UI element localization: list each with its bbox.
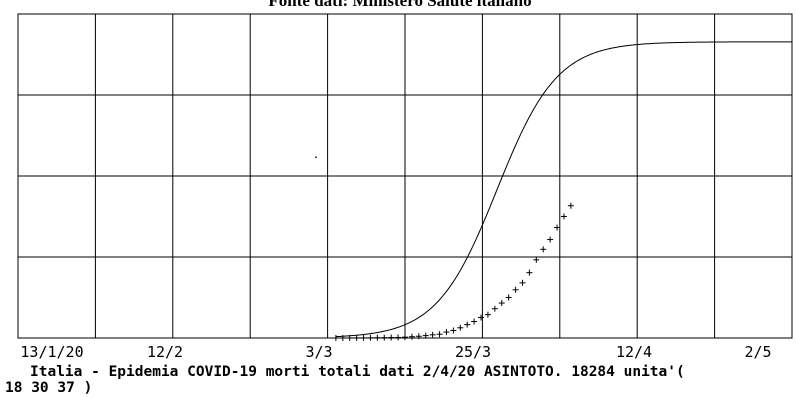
model-curve-layer <box>335 41 792 338</box>
x-tick-label: 3/3 <box>305 343 332 361</box>
observed-point <box>491 305 498 312</box>
model-curve-line <box>335 41 792 338</box>
x-tick-label: 12/2 <box>147 343 183 361</box>
observed-point <box>360 334 367 341</box>
observed-point <box>374 334 381 341</box>
observed-point <box>402 334 408 341</box>
x-tick-labels: 13/1/20 12/2 3/3 25/3 12/4 2/5 <box>20 343 771 361</box>
observed-point <box>547 236 554 243</box>
observed-point <box>415 333 422 340</box>
observed-point <box>436 331 443 338</box>
x-tick-label: 12/4 <box>616 343 652 361</box>
observed-point <box>339 334 346 341</box>
observed-point <box>388 334 395 341</box>
observed-point <box>505 294 512 301</box>
x-tick-label: 2/5 <box>744 343 771 361</box>
observed-point <box>554 224 561 231</box>
observed-point <box>498 300 505 307</box>
observed-point <box>540 246 547 253</box>
observed-point <box>457 324 464 331</box>
observed-point <box>332 334 339 341</box>
observed-markers-layer <box>315 156 574 341</box>
observed-point <box>560 213 567 220</box>
x-tick-label: 13/1/20 <box>20 343 83 361</box>
observed-point <box>450 327 457 334</box>
observed-point <box>484 311 491 318</box>
observed-point <box>519 279 526 286</box>
observed-point <box>381 334 388 341</box>
chart-caption-line-2: 18 30 37 ) <box>5 380 92 396</box>
observed-point <box>471 318 478 325</box>
stray-point <box>315 156 317 159</box>
observed-point <box>353 334 360 341</box>
chart-title: Fonte dati: Ministero Salute italiano <box>268 0 531 10</box>
chart-caption-line-1: Italia - Epidemia COVID-19 morti totali … <box>30 364 685 380</box>
observed-point <box>478 314 485 321</box>
observed-point <box>464 321 471 328</box>
observed-point <box>429 331 436 338</box>
observed-point <box>443 329 450 336</box>
observed-point <box>408 333 415 340</box>
observed-point <box>422 332 429 339</box>
observed-point <box>346 334 353 341</box>
observed-point <box>567 202 574 209</box>
observed-point <box>533 256 540 263</box>
observed-point <box>526 269 533 276</box>
observed-point <box>512 286 519 293</box>
plot-grid <box>17 13 793 339</box>
observed-point <box>367 334 374 341</box>
x-tick-label: 25/3 <box>455 343 491 361</box>
observed-point <box>395 334 402 341</box>
